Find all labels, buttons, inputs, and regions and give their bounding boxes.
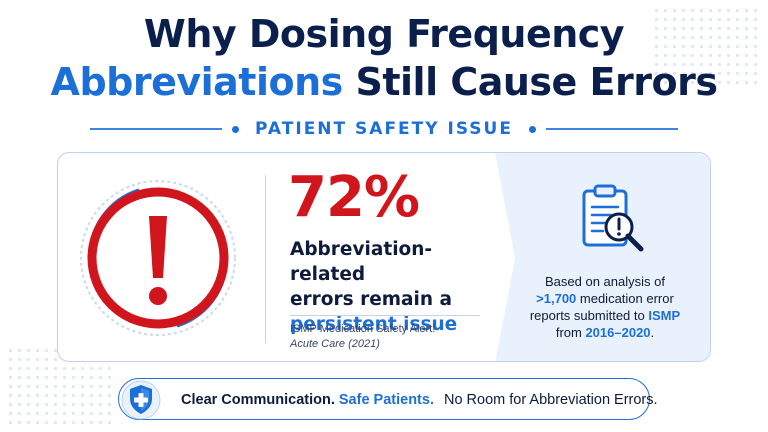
analysis-line-2: >1,700 medication error — [505, 290, 705, 307]
banner-text: Clear Communication. Safe Patients. No R… — [181, 379, 658, 421]
analysis-count: >1,700 — [536, 291, 577, 306]
section-dot-right — [528, 125, 536, 133]
page-title: Why Dosing Frequency Abbreviations Still… — [0, 10, 768, 106]
stat-line-3: persistent issue — [290, 314, 458, 335]
banner-part-3: No Room for Abbreviation Errors. — [443, 392, 658, 408]
source-divider — [290, 315, 480, 316]
slogan-banner: Clear Communication. Safe Patients. No R… — [118, 378, 658, 420]
analysis-line-1: Based on analysis of — [545, 274, 665, 289]
analysis-period: . — [650, 325, 655, 340]
section-label: PATIENT SAFETY ISSUE — [255, 119, 513, 139]
stat-line-2: errors remain a — [290, 289, 452, 310]
source-line-1: ISMP Medication Safety Alert! — [290, 323, 436, 335]
source-citation: ISMP Medication Safety Alert! Acute Care… — [290, 322, 435, 352]
vertical-divider — [265, 175, 266, 343]
source-line-2: Acute Care (2021) — [290, 338, 380, 350]
analysis-line-4: from 2016–2020. — [505, 324, 705, 341]
section-dot-left — [232, 125, 240, 133]
title-accent: Abbreviations — [50, 60, 344, 104]
section-header: PATIENT SAFETY ISSUE — [90, 118, 678, 140]
stat-card: 72% Abbreviation-related errors remain a… — [57, 152, 711, 362]
analysis-line-3: reports submitted to ISMP — [505, 307, 705, 324]
analysis-line-4-prefix: from — [555, 325, 586, 340]
banner-part-1: Clear Communication. — [181, 392, 335, 408]
analysis-line-2-rest: medication error — [576, 291, 674, 306]
analysis-line-3-rest: reports submitted to — [529, 308, 649, 323]
analysis-text: Based on analysis of >1,700 medication e… — [505, 273, 705, 341]
title-line-2: Abbreviations Still Cause Errors — [0, 58, 768, 106]
section-line-right — [545, 128, 678, 130]
analysis-years: 2016–2020 — [585, 325, 651, 340]
clipboard-magnifier-icon — [582, 184, 644, 252]
stat-description: Abbreviation-related errors remain a per… — [290, 237, 500, 337]
title-line-2-rest: Still Cause Errors — [355, 60, 718, 104]
stat-line-1: Abbreviation-related — [290, 239, 433, 285]
section-line-left — [90, 128, 223, 130]
shield-cross-icon — [121, 380, 161, 420]
exclamation-alert-icon — [80, 180, 236, 336]
banner-part-2: Safe Patients. — [338, 392, 434, 408]
decorative-dots-top-right — [652, 6, 762, 86]
analysis-org: ISMP — [648, 308, 681, 323]
title-line-1: Why Dosing Frequency — [143, 12, 625, 56]
stat-value: 72% — [288, 165, 420, 230]
